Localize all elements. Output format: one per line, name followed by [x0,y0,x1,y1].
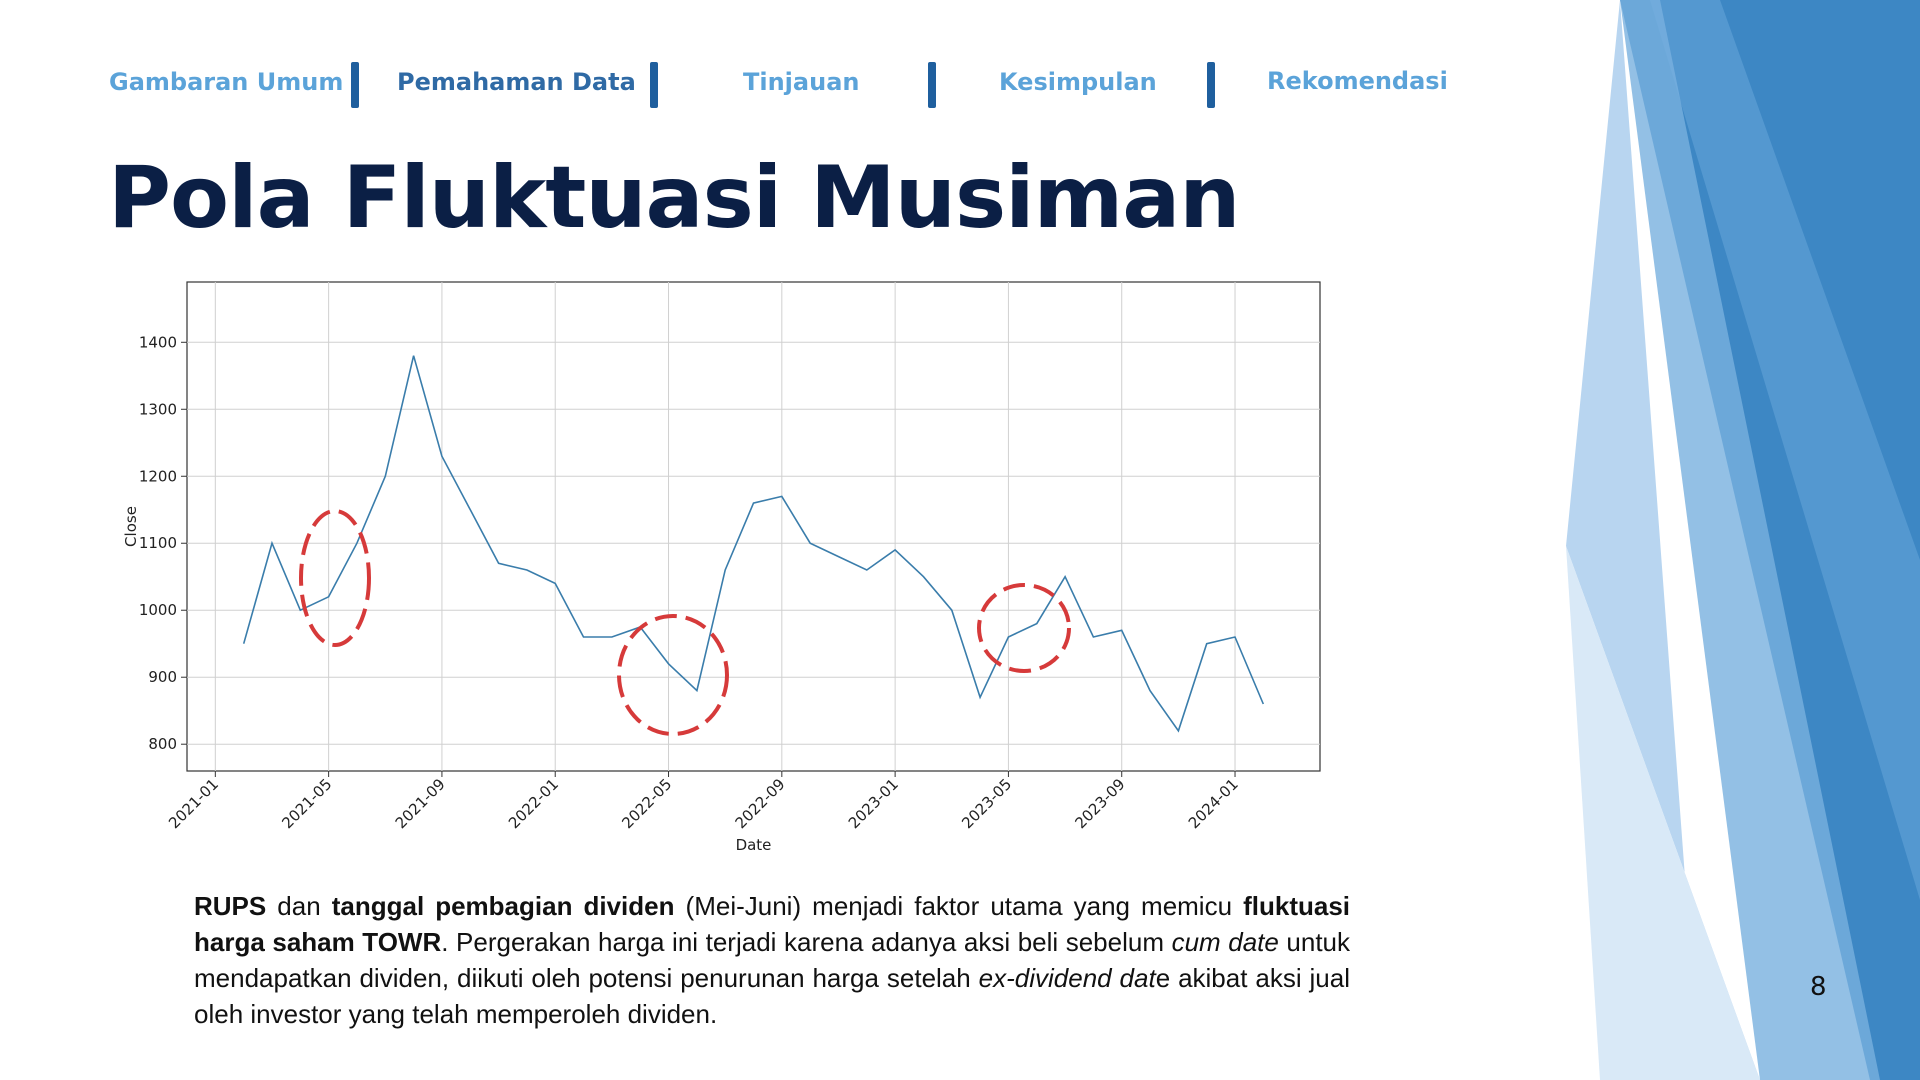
plot-frame [186,281,1321,772]
x-tick-label: 2023-01 [845,775,902,832]
x-tick-label: 2022-05 [618,775,675,832]
chart: 800 900 1000 1100 1200 1300 1400 2021-01 2021-05… [122,281,1321,854]
nav-item[interactable]: Gambaran Umum [109,68,344,96]
slide-title: Pola Fluktuasi Musiman [108,148,1241,248]
x-tick-label: 2021-01 [165,775,222,832]
highlight-circle [977,583,1071,673]
text-run: . Pergerakan harga ini terjadi karena ad… [441,927,1172,957]
nav-item[interactable]: Tinjauan [743,68,860,96]
nav-separator [650,62,658,108]
x-tick-label: 2021-05 [278,775,335,832]
x-tick-label: 2022-09 [732,775,789,832]
shape [1620,0,1880,1080]
text-run: fluktuasi harga saham TOWR [194,891,1351,957]
text-run: e akibat aksi jual oleh investor yang te… [194,963,1350,1029]
text-run: dan [266,891,332,921]
text-run: tanggal pembagian dividen [331,891,675,921]
y-tick-label: 1300 [139,400,177,418]
price-line [242,355,1265,733]
text-run: cum date [1171,927,1279,957]
highlight-circle [617,614,729,736]
y-tick-label: 900 [148,668,177,686]
x-tick-label: 2024-01 [1185,775,1242,832]
text-run: (Mei-Juni) menjadi faktor utama yang mem… [674,891,1244,921]
text-run: untuk mendapatkan dividen, diikuti oleh … [194,927,1351,993]
x-tick-label: 2021-09 [392,775,449,832]
nav-separator [928,62,936,108]
shape [1566,0,1760,1080]
y-tick-label: 1000 [139,601,177,619]
x-tick-label: 2023-09 [1071,775,1128,832]
y-tick-label: 800 [148,735,177,753]
y-tick-label: 1200 [139,467,177,485]
y-tick-label: 1100 [139,534,177,552]
highlight-circle [299,509,371,647]
body-text: RUPS dan tanggal pembagian dividen (Mei-… [194,888,1350,1032]
nav-item[interactable]: Pemahaman Data [397,68,636,96]
text-run: RUPS [194,891,267,921]
page-number: 8 [1810,972,1827,1002]
nav-item[interactable]: Rekomendasi [1267,67,1448,95]
nav-item[interactable]: Kesimpulan [999,68,1157,96]
shape [1650,0,1920,900]
text-run: ex-dividend dat [978,963,1156,993]
nav-separator [1207,62,1215,108]
y-tick-label: 1400 [139,333,177,351]
x-tick-label: 2022-01 [505,775,562,832]
shape [1566,546,1760,1080]
x-tick-label: 2023-05 [958,775,1015,832]
nav-separator [351,62,359,108]
x-axis-label: Date [736,836,772,854]
y-axis-label: Close [122,506,140,547]
